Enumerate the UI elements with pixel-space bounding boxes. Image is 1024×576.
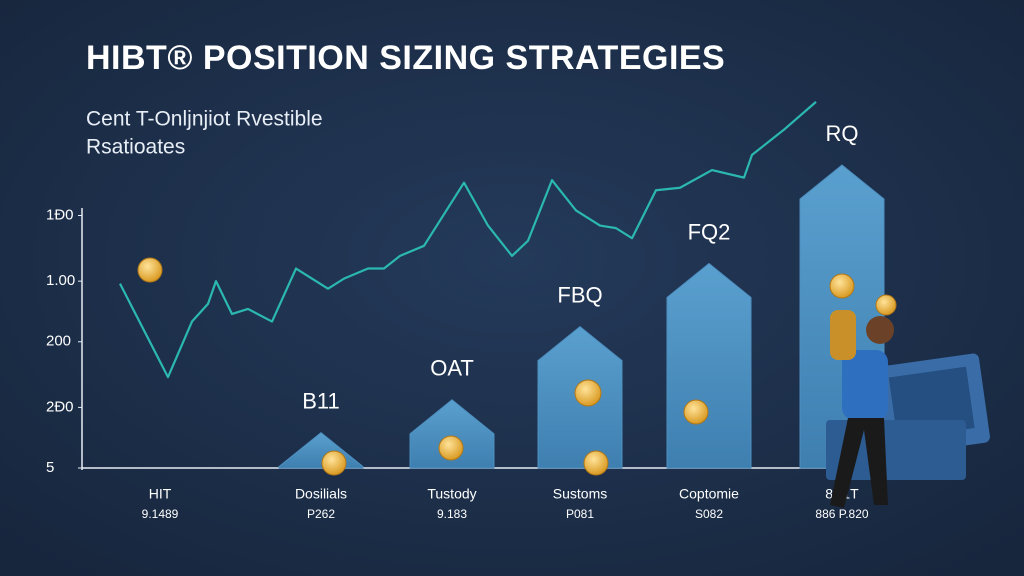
x-sublabel: P262 (307, 507, 335, 521)
coin-icon (574, 379, 602, 407)
bar (409, 399, 495, 469)
coin-icon (875, 294, 897, 316)
illustration (826, 310, 990, 508)
x-sublabel: P081 (566, 507, 594, 521)
x-sublabel: 886 P.820 (815, 507, 868, 521)
bar-label: FQ2 (688, 219, 731, 244)
x-tick-label: Sustoms (553, 486, 607, 502)
subtitle: Rsatioates (86, 136, 185, 159)
y-tick-label: 1.00 (46, 272, 75, 289)
x-tick-label: Coptomie (679, 486, 739, 502)
x-tick-label: HIT (149, 486, 172, 502)
x-tick-label: Dosilials (295, 486, 347, 502)
x-sublabel: 9.1489 (142, 507, 179, 521)
head (866, 316, 894, 344)
chart-title: HIBT® POSITION SIZING STRATEGIES (86, 39, 725, 77)
y-tick-label: 2Ð0 (46, 398, 74, 415)
coin-icon (438, 435, 464, 461)
x-sublabel: S082 (695, 507, 723, 521)
y-tick-label: 200 (46, 333, 71, 350)
bar-label: B11 (302, 388, 340, 413)
legs (830, 418, 888, 508)
coins (137, 257, 897, 476)
coin-icon (583, 450, 609, 476)
bar-label: OAT (430, 356, 474, 381)
trend-line (119, 101, 817, 379)
torso (842, 350, 888, 420)
bar (666, 262, 752, 469)
coin-icon (321, 450, 347, 476)
x-tick-label: Tustody (427, 486, 476, 502)
bar-label: RQ (826, 121, 859, 146)
bar-label: FBQ (557, 282, 602, 307)
x-sublabel: 9.183 (437, 507, 467, 521)
coin-icon (137, 257, 163, 283)
child (830, 310, 856, 360)
y-tick-label: 1Ð0 (46, 206, 74, 223)
y-tick-label: 5 (46, 459, 54, 476)
subtitle: Cent T-Onljnjiot Rvestible (86, 108, 323, 131)
coin-icon (829, 273, 855, 299)
coin-icon (683, 399, 709, 425)
